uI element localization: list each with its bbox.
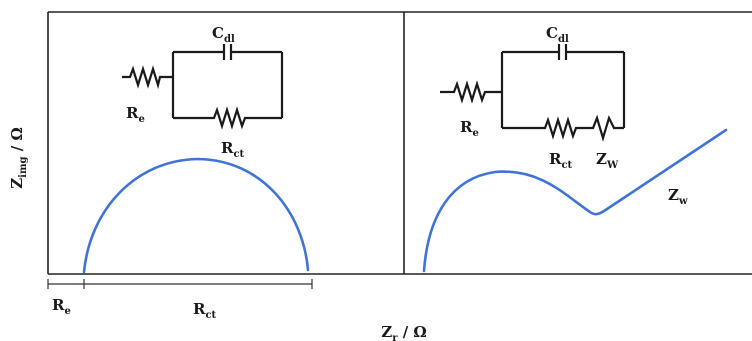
left-rct-resistor	[173, 106, 282, 130]
right-rct-resistor	[502, 116, 590, 140]
left-re-label: Re	[126, 104, 145, 125]
right-zw-label: ZW	[596, 150, 619, 171]
below-axis-re-label: Re	[52, 296, 71, 317]
y-axis-label: Zimg / Ω	[8, 127, 29, 189]
right-cdl-label: Cdl	[546, 24, 569, 45]
below-axis-rct-label: Rct	[193, 300, 217, 321]
left-cdl-label: Cdl	[212, 24, 235, 45]
left-dimension-marks	[47, 279, 313, 289]
plot-frame	[47, 11, 752, 275]
right-curve-zw-label: Zw	[668, 186, 688, 207]
left-semicircle-curve	[82, 157, 310, 274]
x-axis-label: Zr / Ω	[381, 323, 427, 341]
right-circuit: Cdl Re Rct ZW	[440, 24, 626, 171]
left-re-resistor	[122, 65, 173, 90]
right-rct-label: Rct	[549, 150, 573, 171]
left-rct-label: Rct	[221, 139, 245, 160]
right-impedance-curve	[422, 128, 728, 273]
left-circuit: Cdl Re Rct	[122, 24, 284, 160]
right-re-label: Re	[460, 118, 479, 139]
right-zw-element	[590, 114, 624, 142]
right-re-resistor	[440, 80, 502, 104]
